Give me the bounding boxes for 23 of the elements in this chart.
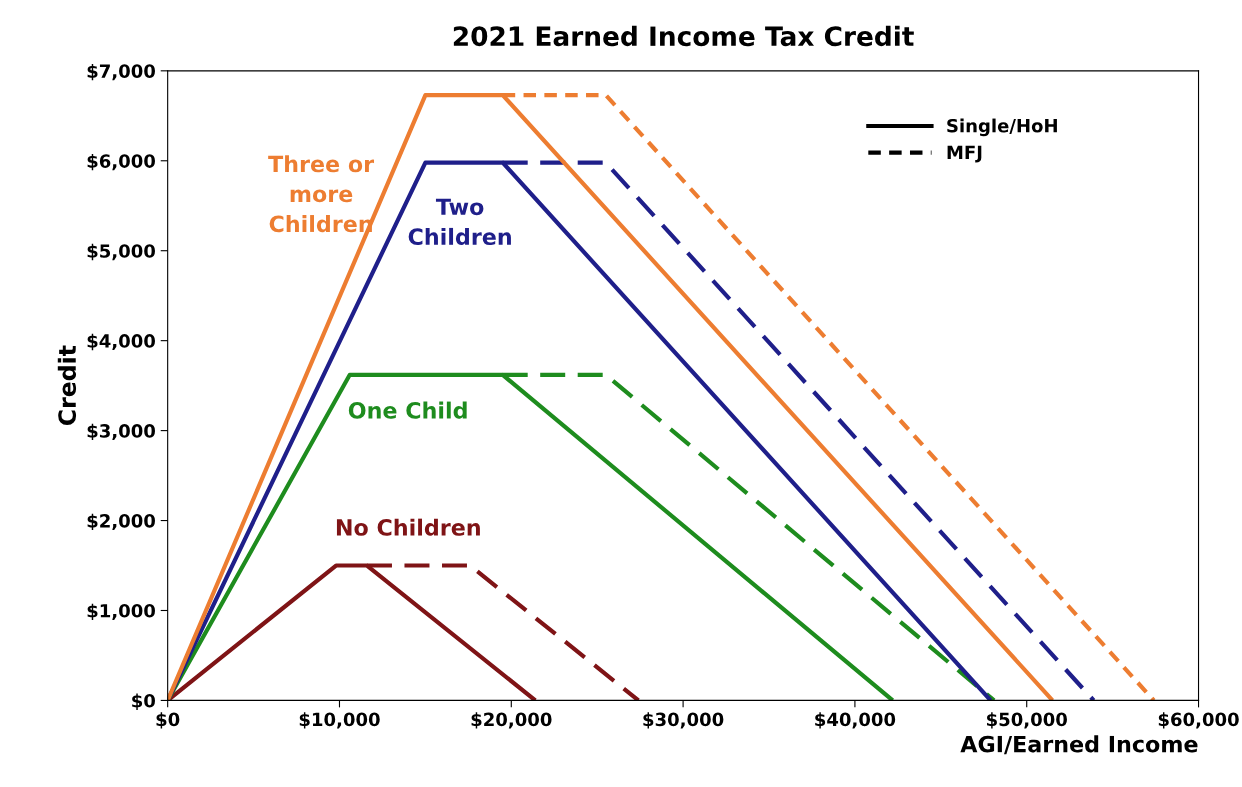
x-tick-label: $10,000 — [299, 712, 380, 729]
y-tick-label: $3,000 — [87, 423, 155, 441]
y-tick-label: $0 — [132, 693, 155, 710]
x-tick-label: $0 — [156, 712, 180, 729]
chart-title: 2021 Earned Income Tax Credit — [453, 25, 914, 47]
y-tick-label: $4,000 — [87, 333, 155, 351]
y-tick-label: $7,000 — [87, 63, 155, 81]
annotation: MFJ — [947, 145, 982, 163]
x-tick-label: $50,000 — [987, 712, 1067, 729]
annotation: One Child — [348, 401, 467, 419]
y-tick-label: $1,000 — [87, 603, 155, 620]
y-tick-label: $2,000 — [87, 513, 155, 531]
y-tick-label: $5,000 — [87, 243, 155, 261]
x-tick-label: $30,000 — [643, 712, 724, 729]
x-tick-label: $40,000 — [815, 712, 896, 729]
x-tick-label: $60,000 — [1158, 712, 1239, 729]
x-tick-label: $20,000 — [471, 712, 552, 729]
y-axis-title: Credit — [57, 345, 77, 426]
y-tick-label: $6,000 — [87, 153, 155, 171]
x-axis-title: AGI/Earned Income — [960, 735, 1198, 755]
annotation: Single/HoH — [947, 118, 1057, 137]
annotation: No Children — [336, 518, 480, 536]
annotation: Two Children — [408, 198, 511, 246]
